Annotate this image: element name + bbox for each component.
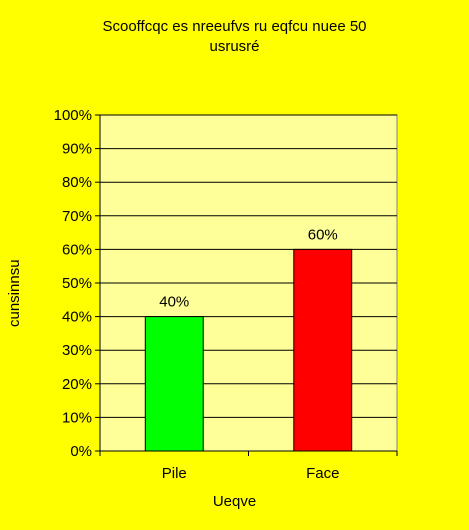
y-tick-label: 20% xyxy=(62,376,92,393)
y-tick-label: 80% xyxy=(62,174,92,191)
x-axis-label: Ueqve xyxy=(212,493,257,510)
y-tick-label: 30% xyxy=(62,342,92,359)
x-tick-label-pile: Pile xyxy=(162,465,187,482)
y-axis-label: cunsinnsu xyxy=(6,259,23,327)
data-label-pile: 40% xyxy=(159,294,189,311)
y-tick-label: 50% xyxy=(62,275,92,292)
y-tick-label: 90% xyxy=(62,141,92,158)
y-tick-label: 10% xyxy=(62,409,92,426)
y-tick-label: 0% xyxy=(70,443,92,460)
x-tick-label-face: Face xyxy=(306,465,339,482)
y-tick-label: 100% xyxy=(54,107,92,124)
y-tick-label: 60% xyxy=(62,241,92,258)
y-tick-label: 70% xyxy=(62,208,92,225)
bar-pile xyxy=(144,316,204,452)
chart-title-line-1: Scooffcqc es nreeufvs ru eqfcu nuee 50 xyxy=(102,18,367,35)
bar-face xyxy=(293,248,353,452)
data-label-face: 60% xyxy=(308,226,338,243)
y-tick-label: 40% xyxy=(62,309,92,326)
chart-title-line-2: usrusré xyxy=(209,38,260,55)
